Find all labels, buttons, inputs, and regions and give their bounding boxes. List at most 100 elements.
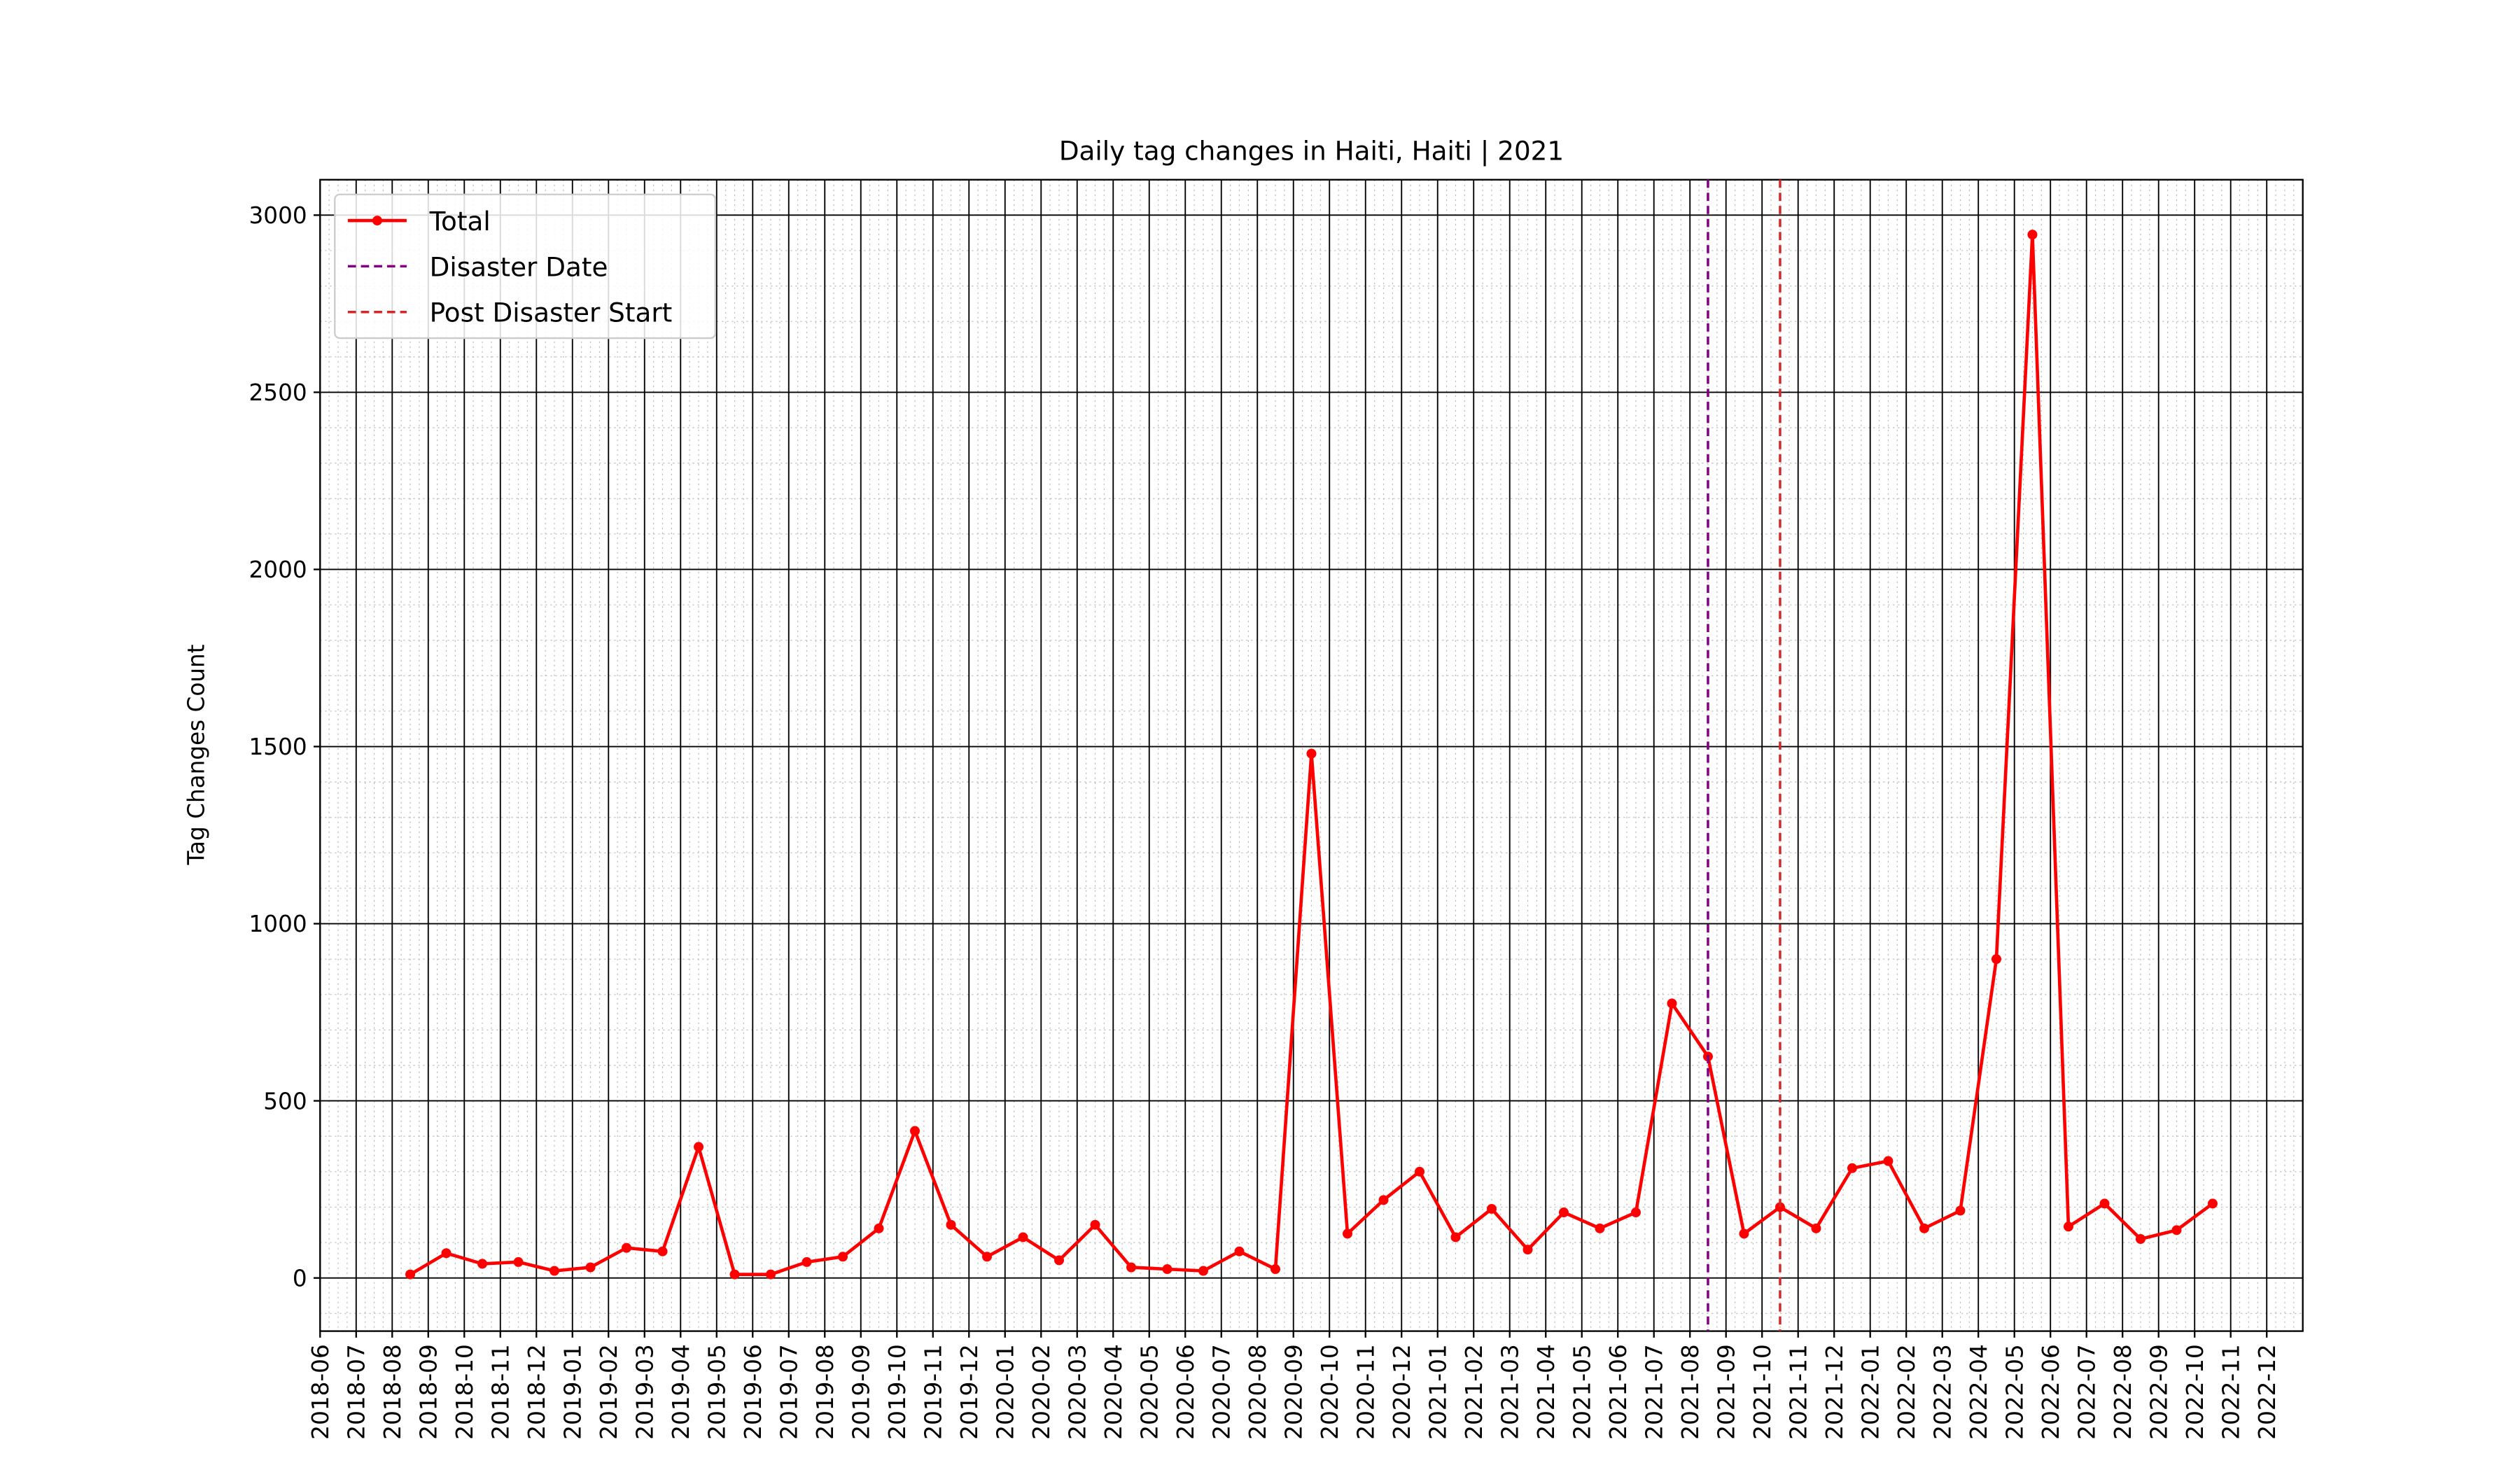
x-tick-label: 2022-08 xyxy=(2110,1344,2136,1439)
x-tick-label: 2021-07 xyxy=(1641,1344,1667,1439)
data-point xyxy=(1991,954,2001,965)
x-tick-label: 2021-02 xyxy=(1461,1344,1488,1439)
data-point xyxy=(2027,230,2038,240)
x-tick-label: 2019-07 xyxy=(776,1344,802,1439)
data-point xyxy=(1306,748,1317,759)
x-tick-label: 2021-08 xyxy=(1677,1344,1704,1439)
y-tick-label: 2500 xyxy=(249,379,307,406)
y-tick-label: 3000 xyxy=(249,202,307,229)
x-tick-label: 2022-01 xyxy=(1857,1344,1884,1439)
data-point xyxy=(910,1126,920,1136)
data-point xyxy=(441,1248,451,1259)
data-point xyxy=(1522,1245,1533,1255)
x-tick-label: 2019-09 xyxy=(848,1344,874,1439)
x-tick-label: 2020-07 xyxy=(1208,1344,1235,1439)
x-tick-label: 2019-02 xyxy=(596,1344,622,1439)
x-tick-label: 2021-04 xyxy=(1533,1344,1560,1439)
data-point xyxy=(622,1242,632,1253)
x-tick-label: 2018-10 xyxy=(451,1344,478,1439)
legend: Total Disaster Date Post Disaster Start xyxy=(334,193,717,340)
data-point xyxy=(405,1269,416,1280)
legend-marker xyxy=(372,216,382,226)
x-tick-label: 2022-02 xyxy=(1893,1344,1920,1439)
x-tick-label: 2020-11 xyxy=(1352,1344,1379,1439)
y-tick-label: 2000 xyxy=(249,556,307,583)
data-point xyxy=(1378,1195,1389,1205)
data-point xyxy=(1955,1205,1966,1216)
data-point xyxy=(1486,1203,1497,1214)
data-point xyxy=(1126,1262,1137,1273)
data-point xyxy=(1090,1219,1100,1230)
data-point xyxy=(694,1142,704,1152)
data-point xyxy=(2207,1198,2218,1209)
data-point xyxy=(982,1252,993,1262)
data-point xyxy=(802,1256,812,1267)
data-point xyxy=(766,1269,776,1280)
data-point xyxy=(946,1219,956,1230)
data-point xyxy=(2135,1234,2146,1244)
data-point xyxy=(1811,1223,1821,1233)
x-tick-label: 2019-10 xyxy=(884,1344,911,1439)
data-point xyxy=(550,1266,560,1276)
x-tick-label: 2020-05 xyxy=(1136,1344,1163,1439)
x-tick-label: 2019-03 xyxy=(631,1344,658,1439)
x-tick-label: 2019-01 xyxy=(559,1344,586,1439)
data-point xyxy=(1774,1202,1785,1212)
data-point xyxy=(1162,1264,1172,1275)
legend-label: Total xyxy=(429,206,491,237)
x-tick-label: 2021-05 xyxy=(1569,1344,1595,1439)
data-point xyxy=(477,1259,488,1269)
x-tick-label: 2022-06 xyxy=(2038,1344,2064,1439)
x-tick-label: 2022-03 xyxy=(1929,1344,1956,1439)
x-tick-label: 2021-06 xyxy=(1605,1344,1632,1439)
data-point xyxy=(585,1262,596,1273)
x-tick-label: 2018-06 xyxy=(307,1344,334,1439)
legend-label: Disaster Date xyxy=(430,251,608,282)
x-tick-label: 2020-12 xyxy=(1389,1344,1415,1439)
x-tick-label: 2021-11 xyxy=(1785,1344,1812,1439)
x-tick-label: 2021-09 xyxy=(1713,1344,1740,1439)
data-point xyxy=(1018,1232,1028,1242)
data-point xyxy=(1667,998,1677,1009)
data-point xyxy=(1054,1255,1065,1266)
data-point xyxy=(1342,1228,1352,1239)
data-point xyxy=(513,1256,524,1267)
x-tick-label: 2020-06 xyxy=(1172,1344,1199,1439)
x-tick-label: 2022-12 xyxy=(2254,1344,2281,1439)
data-point xyxy=(838,1252,848,1262)
data-point xyxy=(1847,1163,1857,1173)
x-tick-label: 2022-05 xyxy=(2001,1344,2028,1439)
x-tick-label: 2019-06 xyxy=(740,1344,766,1439)
x-tick-label: 2020-08 xyxy=(1245,1344,1271,1439)
data-point xyxy=(1630,1208,1641,1218)
data-point xyxy=(1558,1208,1569,1218)
x-tick-label: 2019-11 xyxy=(920,1344,946,1439)
data-point xyxy=(1739,1228,1749,1239)
data-point xyxy=(1919,1223,1929,1233)
data-point xyxy=(2099,1198,2110,1209)
x-tick-label: 2020-04 xyxy=(1100,1344,1127,1439)
x-tick-label: 2020-02 xyxy=(1028,1344,1055,1439)
x-tick-label: 2022-09 xyxy=(2146,1344,2172,1439)
data-point xyxy=(1270,1264,1280,1275)
data-point xyxy=(1595,1223,1605,1233)
chart-title: Daily tag changes in Haiti, Haiti | 2021 xyxy=(1059,136,1564,167)
x-tick-label: 2018-12 xyxy=(524,1344,550,1439)
x-tick-label: 2020-09 xyxy=(1280,1344,1307,1439)
data-point xyxy=(1414,1166,1424,1177)
x-tick-label: 2021-10 xyxy=(1749,1344,1776,1439)
x-tick-label: 2020-01 xyxy=(992,1344,1018,1439)
y-tick-label: 0 xyxy=(293,1265,307,1292)
data-point xyxy=(1450,1232,1461,1242)
x-tick-label: 2022-04 xyxy=(1966,1344,1992,1439)
y-tick-label: 1000 xyxy=(249,911,307,937)
data-point xyxy=(729,1269,740,1280)
x-tick-label: 2022-07 xyxy=(2073,1344,2100,1439)
x-tick-label: 2019-12 xyxy=(956,1344,983,1439)
x-tick-label: 2022-11 xyxy=(2218,1344,2244,1439)
y-axis-label: Tag Changes Count xyxy=(183,644,210,865)
data-point xyxy=(2063,1222,2073,1232)
data-point xyxy=(1234,1246,1245,1256)
